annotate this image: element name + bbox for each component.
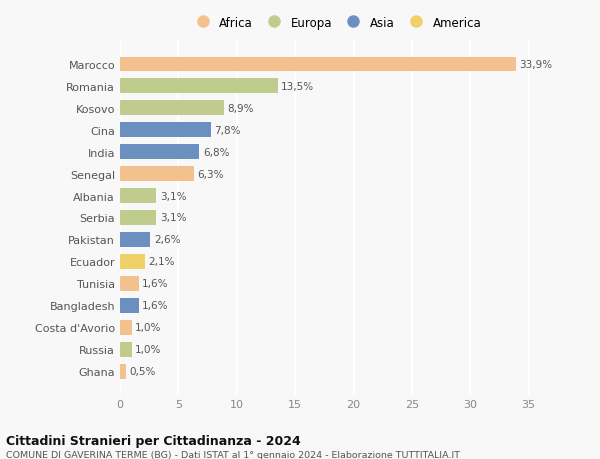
Bar (120, 189, 156, 203)
Text: 3,1%: 3,1% (160, 213, 186, 223)
Bar (120, 79, 278, 94)
Text: 3,1%: 3,1% (160, 191, 186, 201)
Bar (120, 342, 131, 357)
Bar (120, 145, 199, 159)
Bar (120, 167, 194, 181)
Text: 2,6%: 2,6% (154, 235, 181, 245)
Bar (120, 123, 211, 137)
Text: 8,9%: 8,9% (227, 103, 254, 113)
Text: COMUNE DI GAVERINA TERME (BG) - Dati ISTAT al 1° gennaio 2024 - Elaborazione TUT: COMUNE DI GAVERINA TERME (BG) - Dati IST… (6, 450, 460, 459)
Bar (120, 299, 139, 313)
Bar (120, 57, 516, 72)
Text: 0,5%: 0,5% (130, 367, 156, 376)
Text: 7,8%: 7,8% (215, 125, 241, 135)
Bar (120, 233, 151, 247)
Text: 1,6%: 1,6% (142, 279, 169, 289)
Bar (120, 277, 139, 291)
Text: 1,6%: 1,6% (142, 301, 169, 311)
Text: 6,3%: 6,3% (197, 169, 224, 179)
Text: 33,9%: 33,9% (520, 60, 553, 69)
Bar (120, 320, 131, 335)
Legend: Africa, Europa, Asia, America: Africa, Europa, Asia, America (186, 12, 486, 34)
Text: 1,0%: 1,0% (135, 323, 161, 333)
Text: 2,1%: 2,1% (148, 257, 175, 267)
Text: 1,0%: 1,0% (135, 345, 161, 355)
Text: 13,5%: 13,5% (281, 81, 314, 91)
Bar (120, 101, 224, 116)
Text: 6,8%: 6,8% (203, 147, 229, 157)
Text: Cittadini Stranieri per Cittadinanza - 2024: Cittadini Stranieri per Cittadinanza - 2… (6, 434, 301, 447)
Bar (120, 211, 156, 225)
Bar (120, 255, 145, 269)
Bar (120, 364, 126, 379)
